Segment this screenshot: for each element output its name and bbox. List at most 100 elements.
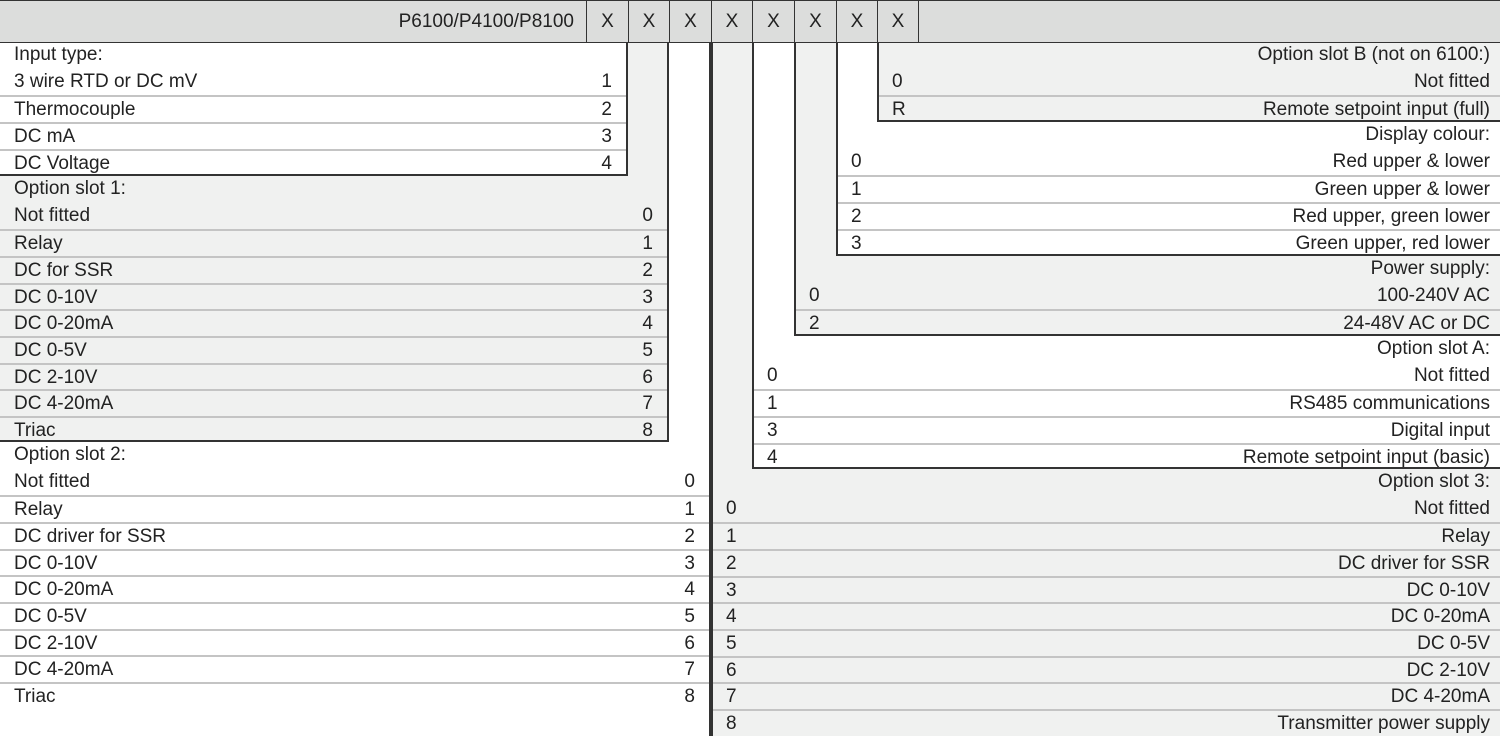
option-label: DC 4-20mA: [14, 393, 114, 415]
option-row: DC 2-10V 6: [0, 362, 667, 390]
option-row: DC for SSR 2: [0, 256, 667, 283]
option-label: Relay: [14, 499, 63, 521]
section-option-slot-b: Option slot B (not on 6100:) Not fitted 0 R…: [877, 43, 1500, 122]
option-code: 6: [642, 366, 653, 388]
option-label: DC 0-5V: [1417, 633, 1490, 655]
option-label: Red upper & lower: [1332, 150, 1490, 172]
option-row: Not fitted 0: [713, 496, 1500, 523]
option-label: DC 0-5V: [14, 606, 87, 628]
option-row: Relay 1: [0, 229, 667, 256]
option-code: 4: [767, 446, 778, 468]
option-code: 5: [726, 633, 737, 655]
option-code: 1: [726, 526, 737, 548]
option-row: DC mA 3: [0, 122, 626, 149]
section-title: Power supply:: [1370, 258, 1490, 279]
option-row: DC 0-10V 3: [713, 575, 1500, 603]
section-title: Input type:: [0, 42, 626, 69]
option-row: DC 0-10V 3: [0, 282, 667, 310]
option-code: 0: [851, 150, 862, 172]
option-code: 2: [684, 526, 695, 547]
option-label: Thermocouple: [14, 99, 136, 121]
option-label: DC Voltage: [14, 152, 111, 174]
option-code: 6: [726, 659, 737, 681]
option-label: Digital input: [1390, 420, 1490, 441]
option-row: Not fitted 0: [754, 363, 1500, 390]
code-position-5: X: [752, 1, 794, 42]
section-title: Display colour:: [1365, 124, 1490, 145]
option-row: DC 0-5V 5: [0, 336, 667, 363]
option-code: 1: [642, 233, 653, 255]
option-code: 2: [642, 260, 653, 281]
option-row: DC 2-10V 6: [0, 628, 709, 656]
option-label: DC for SSR: [14, 260, 114, 281]
option-label: Red upper, green lower: [1292, 206, 1490, 227]
option-code: 3: [726, 579, 737, 601]
section-title: Option slot 1:: [14, 178, 126, 199]
option-row: DC 0-5V 5: [0, 602, 709, 629]
option-label: DC 0-20mA: [1390, 606, 1490, 628]
option-label: DC 0-20mA: [14, 579, 114, 601]
option-label: Not fitted: [14, 470, 91, 492]
section-input-type: Input type: 3 wire RTD or DC mV 1 Thermocou…: [0, 43, 628, 176]
option-label: Transmitter power supply: [1277, 713, 1490, 735]
option-label: Not fitted: [1413, 364, 1490, 386]
code-position-4: X: [711, 1, 752, 42]
section-title: Option slot 3:: [1378, 471, 1490, 492]
option-code: 3: [851, 232, 862, 254]
option-label: Not fitted: [1413, 497, 1490, 519]
option-code: 0: [809, 284, 820, 306]
option-code: 7: [684, 659, 695, 681]
option-label: DC driver for SSR: [1337, 553, 1490, 574]
option-label: 3 wire RTD or DC mV: [14, 70, 198, 92]
section-title: Option slot 2:: [14, 444, 126, 465]
section-title: Input type:: [14, 44, 103, 65]
model-label: P6100/P4100/P8100: [398, 11, 574, 32]
option-code: 8: [642, 420, 653, 442]
section-title: Option slot A:: [754, 336, 1500, 363]
option-row: Green upper & lower 1: [838, 175, 1500, 202]
option-row: DC 0-20mA 4: [713, 602, 1500, 629]
section-title: Option slot 3:: [713, 469, 1500, 496]
option-row: DC driver for SSR 2: [0, 522, 709, 549]
option-label: Triac: [14, 420, 56, 442]
option-code: 1: [601, 70, 612, 92]
option-code: 2: [851, 206, 862, 227]
option-label: DC 2-10V: [14, 366, 98, 388]
option-row: Relay 1: [0, 495, 709, 522]
order-code-header: P6100/P4100/P8100 X X X X X X X X: [0, 0, 1500, 44]
option-label: DC driver for SSR: [14, 526, 167, 547]
option-code: 5: [642, 340, 653, 362]
option-label: Triac: [14, 686, 56, 708]
option-code: 3: [601, 126, 612, 147]
option-label: Remote setpoint input (full): [1262, 99, 1490, 121]
option-code: 8: [726, 713, 737, 735]
option-row: RS485 communications 1: [754, 389, 1500, 416]
option-code: 4: [726, 606, 737, 628]
option-code: 3: [684, 552, 695, 574]
option-code: 4: [601, 152, 612, 174]
option-label: Not fitted: [14, 204, 91, 226]
option-code: 7: [642, 393, 653, 415]
section-title: Option slot 2:: [0, 442, 709, 469]
option-row: Remote setpoint input (full) R: [879, 95, 1500, 122]
option-label: 100-240V AC: [1376, 284, 1490, 306]
section-title: Option slot 1:: [0, 176, 667, 203]
option-label: Relay: [1441, 526, 1490, 548]
option-row: Green upper, red lower 3: [838, 228, 1500, 256]
option-row: Not fitted 0: [0, 469, 709, 496]
section-title: Option slot B (not on 6100:): [1257, 44, 1490, 65]
option-label: DC 4-20mA: [14, 659, 114, 681]
option-row: DC 0-20mA 4: [0, 575, 709, 602]
option-code: 3: [767, 420, 778, 441]
code-position-1: X: [586, 1, 628, 42]
option-label: Not fitted: [1413, 70, 1490, 92]
option-code: 0: [642, 204, 653, 226]
option-label: Green upper, red lower: [1295, 232, 1490, 254]
option-label: RS485 communications: [1289, 393, 1490, 415]
option-label: DC 0-10V: [1406, 579, 1490, 601]
option-label: DC mA: [14, 126, 76, 147]
option-row: DC 0-20mA 4: [0, 309, 667, 336]
option-code: 6: [684, 632, 695, 654]
option-code: 2: [726, 553, 737, 574]
option-row: Relay 1: [713, 522, 1500, 549]
